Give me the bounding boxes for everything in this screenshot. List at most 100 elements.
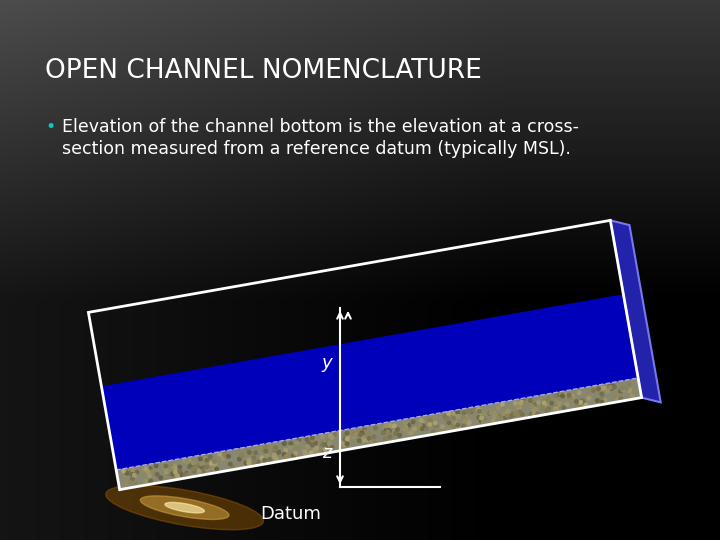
Circle shape: [545, 404, 549, 408]
Circle shape: [428, 423, 432, 426]
Circle shape: [197, 464, 201, 468]
Circle shape: [202, 469, 205, 472]
Circle shape: [187, 465, 191, 469]
Circle shape: [463, 420, 467, 423]
Circle shape: [346, 431, 349, 435]
Circle shape: [184, 460, 188, 464]
Circle shape: [324, 438, 328, 442]
Circle shape: [454, 415, 458, 419]
Circle shape: [404, 421, 408, 424]
Circle shape: [388, 423, 392, 427]
Circle shape: [143, 468, 146, 471]
Circle shape: [561, 394, 564, 397]
Circle shape: [330, 436, 334, 439]
Circle shape: [189, 463, 193, 467]
Circle shape: [541, 407, 544, 410]
Circle shape: [192, 469, 196, 473]
Circle shape: [504, 415, 508, 419]
Circle shape: [164, 464, 168, 468]
Circle shape: [418, 423, 422, 427]
Circle shape: [350, 434, 354, 437]
Circle shape: [463, 416, 467, 420]
Circle shape: [384, 430, 387, 434]
Circle shape: [546, 407, 550, 410]
Circle shape: [358, 439, 361, 442]
Circle shape: [597, 387, 600, 390]
Circle shape: [330, 446, 333, 449]
Circle shape: [462, 411, 466, 415]
Circle shape: [467, 421, 471, 425]
Circle shape: [166, 472, 170, 475]
Circle shape: [467, 409, 470, 412]
Circle shape: [284, 453, 287, 456]
Circle shape: [621, 387, 624, 391]
Circle shape: [428, 418, 431, 422]
Circle shape: [186, 473, 190, 476]
Circle shape: [369, 441, 372, 444]
Circle shape: [446, 414, 450, 417]
Circle shape: [593, 386, 597, 390]
Circle shape: [224, 454, 228, 457]
Circle shape: [277, 450, 281, 454]
Circle shape: [557, 396, 561, 400]
Circle shape: [621, 386, 624, 390]
Circle shape: [511, 413, 515, 416]
Circle shape: [148, 474, 151, 478]
Circle shape: [521, 399, 525, 402]
Text: y: y: [321, 354, 332, 372]
Circle shape: [384, 428, 388, 431]
Circle shape: [323, 440, 326, 444]
Circle shape: [282, 453, 286, 456]
Circle shape: [513, 412, 517, 416]
Circle shape: [611, 384, 615, 388]
Circle shape: [130, 477, 134, 481]
Circle shape: [309, 451, 312, 455]
Circle shape: [218, 453, 222, 456]
Circle shape: [469, 410, 473, 414]
Circle shape: [404, 427, 408, 431]
Circle shape: [178, 469, 181, 472]
Circle shape: [127, 471, 131, 475]
Circle shape: [404, 426, 408, 429]
Circle shape: [248, 451, 251, 454]
Circle shape: [304, 453, 307, 456]
Circle shape: [192, 467, 195, 471]
Circle shape: [323, 438, 326, 442]
Circle shape: [289, 442, 292, 446]
Circle shape: [343, 437, 347, 441]
Circle shape: [356, 430, 360, 434]
Circle shape: [374, 426, 377, 430]
Circle shape: [347, 434, 351, 438]
Circle shape: [311, 437, 315, 441]
Circle shape: [221, 456, 225, 460]
Circle shape: [338, 431, 341, 435]
Circle shape: [215, 467, 218, 471]
Circle shape: [451, 424, 455, 428]
Circle shape: [512, 413, 516, 416]
Circle shape: [543, 400, 546, 403]
Circle shape: [559, 392, 563, 395]
Circle shape: [430, 421, 433, 425]
Circle shape: [212, 460, 216, 463]
Circle shape: [295, 447, 299, 450]
Circle shape: [204, 455, 207, 458]
Circle shape: [372, 435, 376, 438]
Circle shape: [164, 467, 168, 470]
Circle shape: [209, 463, 212, 466]
Circle shape: [478, 409, 482, 413]
Circle shape: [453, 412, 456, 416]
Circle shape: [493, 415, 497, 419]
Circle shape: [224, 456, 228, 460]
Circle shape: [318, 446, 322, 450]
Circle shape: [256, 460, 260, 464]
Circle shape: [159, 476, 163, 480]
Circle shape: [584, 403, 588, 407]
Circle shape: [452, 416, 456, 420]
Circle shape: [572, 398, 575, 402]
Circle shape: [328, 442, 331, 446]
Circle shape: [447, 411, 451, 415]
Circle shape: [272, 453, 276, 457]
Circle shape: [383, 437, 387, 441]
Circle shape: [363, 431, 366, 434]
Circle shape: [582, 400, 585, 404]
